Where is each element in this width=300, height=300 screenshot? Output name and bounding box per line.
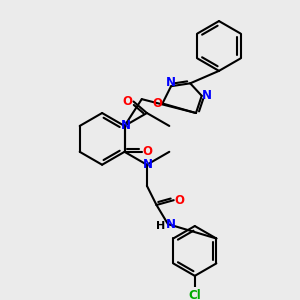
Text: N: N xyxy=(121,119,130,133)
Text: O: O xyxy=(123,95,133,108)
Text: N: N xyxy=(202,89,212,102)
Text: Cl: Cl xyxy=(188,289,201,300)
Text: N: N xyxy=(166,218,176,231)
Text: O: O xyxy=(142,145,152,158)
Text: N: N xyxy=(143,158,153,171)
Text: O: O xyxy=(153,97,163,110)
Text: O: O xyxy=(175,194,184,207)
Text: N: N xyxy=(166,76,176,89)
Text: H: H xyxy=(156,221,165,231)
